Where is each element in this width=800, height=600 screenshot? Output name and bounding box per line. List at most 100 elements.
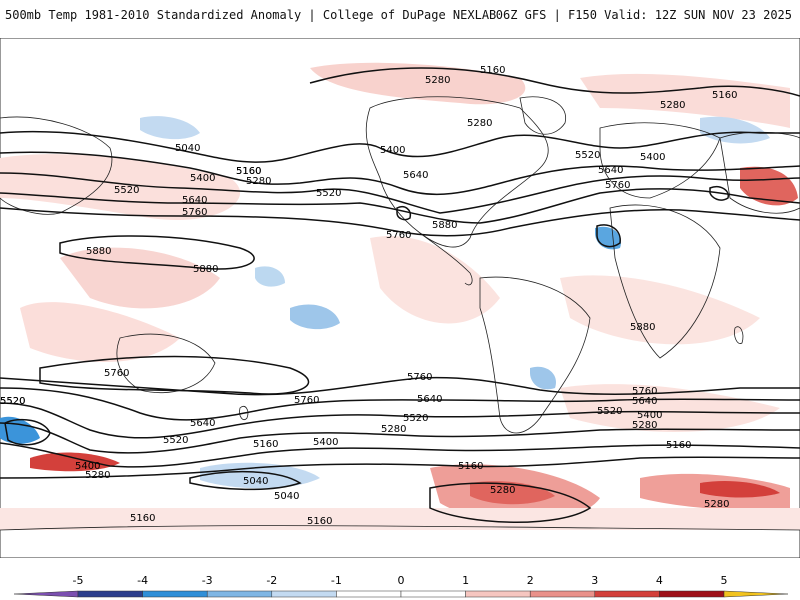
contour-label: 5160 — [666, 440, 691, 451]
colorbar-block — [336, 590, 402, 598]
warm-anomaly-area — [310, 62, 526, 105]
contour-label: 5160 — [307, 516, 332, 527]
closed-low-southwest — [4, 418, 51, 446]
closed-low-atlantic — [596, 224, 621, 248]
asia-outline-east — [0, 116, 113, 215]
contour-5040 — [189, 470, 302, 491]
colorbar-tick-labels: -5 -4 -3 -2 -1 0 1 2 3 4 5 — [73, 574, 728, 587]
colorbar-tick-label: 0 — [398, 574, 405, 587]
contour-label: 5640 — [182, 195, 207, 206]
contour-label: 5280 — [490, 485, 515, 496]
warm-anomaly-area — [0, 508, 800, 530]
colorbar-block — [13, 590, 79, 598]
contour-label: 5760 — [632, 386, 657, 397]
header: 500mb Temp 1981-2010 Standardized Anomal… — [0, 0, 800, 30]
contour-label: 5760 — [407, 372, 432, 383]
cool-anomaly-area — [140, 116, 200, 140]
contour-label: 5040 — [243, 476, 268, 487]
antarctica-outline — [0, 525, 800, 531]
contour-label: 5640 — [632, 396, 657, 407]
contour-label: 5640 — [598, 165, 623, 176]
warm-anomaly-area — [580, 73, 790, 128]
europe-outline — [599, 122, 721, 199]
contour-label: 5400 — [313, 437, 338, 448]
contour-label: 5400 — [75, 461, 100, 472]
colorbar: -5 -4 -3 -2 -1 0 1 2 3 4 5 — [13, 574, 789, 598]
contour-label: 5160 — [236, 166, 261, 177]
contour-5880-north — [59, 235, 255, 270]
contour-label: 5280 — [85, 470, 110, 481]
contour-labels: 5160 5280 5160 5280 5280 5040 5400 5160 … — [0, 65, 737, 527]
contour-label: 5520 — [316, 188, 341, 199]
contour-5280-north — [0, 130, 800, 163]
closed-low-pacific — [396, 206, 412, 221]
coastlines — [0, 96, 800, 531]
contour-label: 5520 — [114, 185, 139, 196]
warm-anomaly-area — [560, 275, 760, 345]
colorbar-tick-label: 5 — [721, 574, 728, 587]
contour-label: 5280 — [425, 75, 450, 86]
contour-label: 5760 — [294, 395, 319, 406]
cool-anomaly-area — [530, 366, 556, 390]
warm-anomaly-area — [700, 481, 780, 498]
contour-label: 5520 — [0, 396, 25, 407]
contour-5520 — [0, 172, 800, 214]
colorbar-block — [594, 590, 660, 598]
colorbar-tick-label: 3 — [591, 574, 598, 587]
contour-label: 5400 — [637, 410, 662, 421]
warm-anomaly-area — [30, 452, 120, 472]
cool-anomaly-area — [290, 304, 340, 330]
colorbar-block — [723, 590, 789, 598]
contour-label: 5400 — [190, 173, 215, 184]
africa-outline — [609, 204, 721, 359]
colorbar-tick-label: -2 — [266, 574, 277, 587]
contour-label: 5160 — [130, 513, 155, 524]
contour-label: 5400 — [640, 152, 665, 163]
contour-label: 5880 — [193, 264, 218, 275]
contour-label: 5400 — [380, 145, 405, 156]
colorbar-block — [206, 590, 273, 598]
colorbar-tick-label: 1 — [462, 574, 469, 587]
australia-outline — [116, 333, 216, 394]
warm-anomaly-area — [20, 302, 180, 362]
contour-label: 5280 — [632, 420, 657, 431]
greenland-outline — [519, 96, 566, 135]
colorbar-tick-label: 4 — [656, 574, 663, 587]
colorbar-tick-label: -5 — [73, 574, 84, 587]
anomaly-shading — [0, 62, 800, 530]
warm-anomaly-area — [560, 384, 780, 432]
contour-5160-south — [0, 456, 800, 479]
contour-label: 5520 — [597, 406, 622, 417]
colorbar-block — [77, 590, 143, 598]
contour-5760-south — [0, 376, 800, 396]
contour-label: 5040 — [175, 143, 200, 154]
contour-label: 5160 — [236, 166, 261, 177]
closed-low-europe — [709, 186, 729, 201]
contour-5760 — [0, 207, 800, 237]
contour-5160-north — [309, 67, 800, 97]
contour-5640-south — [0, 387, 800, 421]
contour-label: 5160 — [480, 65, 505, 76]
contour-5280-south — [0, 442, 800, 468]
contour-label: 5280 — [381, 424, 406, 435]
colorbar-block — [271, 590, 337, 598]
cool-anomaly-area — [200, 462, 320, 489]
colorbar-tick-label: -1 — [331, 574, 342, 587]
contour-label: 5760 — [182, 207, 207, 218]
colorbar-tick-label: -4 — [137, 574, 148, 587]
contour-label: 5280 — [467, 118, 492, 129]
contour-label: 5280 — [660, 100, 685, 111]
cool-anomaly-area — [255, 266, 285, 287]
warm-anomaly-area — [740, 166, 798, 206]
contour-label: 5760 — [386, 230, 411, 241]
contour-label: 5520 — [575, 150, 600, 161]
contour-label: 5760 — [104, 368, 129, 379]
contour-5520-south — [0, 402, 800, 439]
contour-5400-south — [0, 422, 800, 454]
contour-label: 5760 — [605, 180, 630, 191]
south-america-outline — [479, 276, 591, 434]
contour-label: 5520 — [0, 396, 25, 407]
contour-label: 5280 — [704, 499, 729, 510]
contour-label: 5280 — [246, 176, 271, 187]
warm-anomaly-area — [60, 247, 220, 309]
